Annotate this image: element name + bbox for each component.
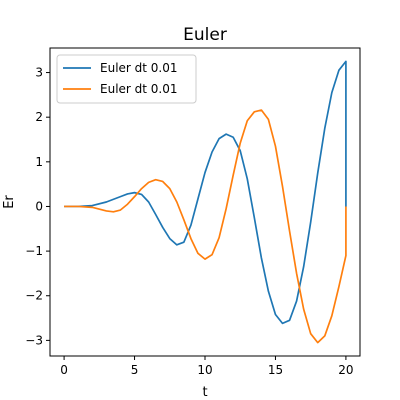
y-tick-label: 1 [35, 155, 43, 169]
x-tick-label: 10 [197, 363, 212, 377]
y-tick-label: 0 [35, 199, 43, 213]
series-line-2 [64, 109, 347, 344]
x-axis: 0 5 10 15 20 [60, 356, 354, 377]
legend-label: Euler dt 0.01 [100, 61, 178, 75]
series-layer [64, 60, 347, 344]
y-axis: −3 −2 −1 0 1 2 3 [25, 66, 50, 347]
y-tick-label: 2 [35, 110, 43, 124]
legend-items: Euler dt 0.01 Euler dt 0.01 [63, 61, 178, 96]
y-tick-label: −3 [25, 333, 43, 347]
x-tick-label: 20 [338, 363, 353, 377]
x-tick-label: 15 [268, 363, 283, 377]
y-tick-label: 3 [35, 66, 43, 80]
y-tick-label: −1 [25, 244, 43, 258]
x-tick-label: 0 [60, 363, 68, 377]
chart-title: Euler [183, 25, 227, 45]
legend-label: Euler dt 0.01 [100, 82, 178, 96]
y-tick-label: −2 [25, 289, 43, 303]
x-axis-label: t [202, 385, 207, 400]
legend-box [56, 54, 197, 104]
x-tick-label: 5 [131, 363, 139, 377]
legend: Euler dt 0.01 Euler dt 0.01 [56, 54, 197, 104]
y-axis-label: Er [2, 195, 17, 209]
